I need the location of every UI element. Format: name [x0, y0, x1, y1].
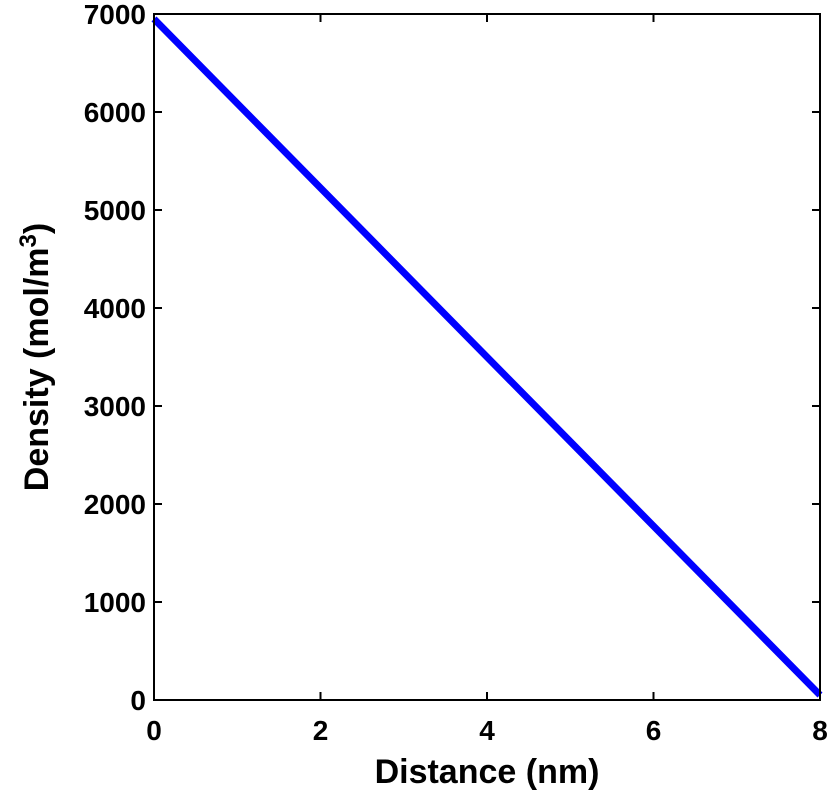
x-tick-label: 0 — [146, 715, 162, 746]
x-axis-label: Distance (nm) — [375, 753, 600, 791]
x-tick-label: 6 — [646, 715, 662, 746]
y-axis-label: Density (mol/m3) — [15, 223, 56, 491]
y-tick-label: 5000 — [84, 195, 146, 226]
plot-frame — [153, 13, 821, 701]
density-line — [151, 16, 823, 698]
y-axis-label-superscript: 3 — [15, 234, 42, 247]
y-tick-label: 2000 — [84, 489, 146, 520]
y-tick-label: 3000 — [84, 391, 146, 422]
x-tick-label: 4 — [479, 715, 495, 746]
x-tick-label: 2 — [313, 715, 329, 746]
y-tick-label: 4000 — [84, 293, 146, 324]
y-tick-label: 0 — [130, 685, 146, 716]
series-layer — [151, 16, 823, 698]
y-axis-label-base: Density (mol/m — [18, 247, 56, 491]
x-tick-label: 8 — [812, 715, 828, 746]
y-tick-label: 7000 — [84, 0, 146, 30]
y-tick-label: 6000 — [84, 97, 146, 128]
tick-labels: 0 2 4 6 8 0 1000 2000 3000 4000 5000 6000 7000 — [84, 0, 828, 746]
y-axis-label-end: ) — [18, 223, 56, 234]
y-tick-label: 1000 — [84, 587, 146, 618]
